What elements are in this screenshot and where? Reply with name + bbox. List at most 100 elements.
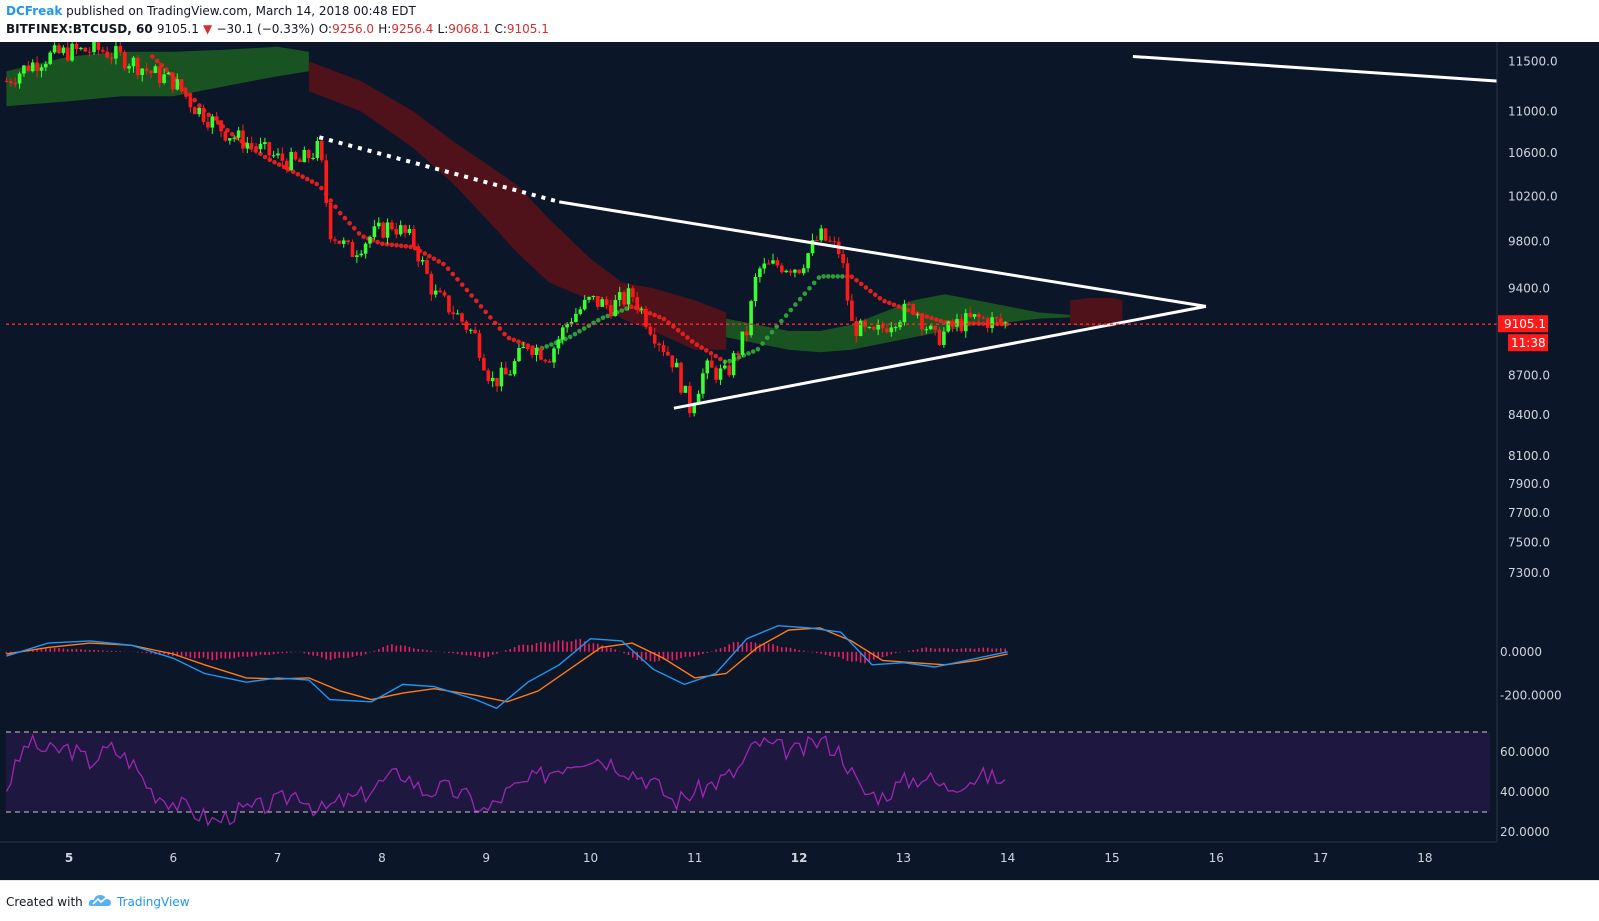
ema-dot	[849, 274, 855, 280]
candle	[105, 46, 109, 59]
ema-dot	[347, 220, 352, 226]
candle	[249, 136, 254, 153]
ema-dot	[680, 331, 686, 337]
candle	[587, 296, 591, 303]
ema-dot	[300, 174, 305, 179]
time-tick-label: 14	[1000, 851, 1015, 865]
published-text: published on TradingView.com, March 14, …	[66, 4, 416, 18]
candle	[806, 252, 810, 273]
ema-dot	[192, 97, 197, 103]
ema-dot	[868, 288, 873, 294]
candle	[17, 71, 22, 89]
candle	[626, 283, 631, 311]
candle	[753, 273, 758, 307]
candle	[4, 77, 9, 83]
trendlines[interactable]	[318, 55, 1499, 410]
rsi-line	[5, 733, 1006, 827]
candle	[547, 359, 552, 364]
ema-dot	[657, 314, 662, 320]
ema-dot	[924, 314, 930, 319]
ema-dot	[835, 274, 840, 279]
high-label: H:	[378, 22, 392, 36]
candle	[70, 42, 74, 63]
candle	[661, 340, 666, 357]
trendline-0[interactable]	[318, 135, 560, 204]
candle	[298, 157, 302, 163]
candle	[429, 271, 434, 301]
trendline-1[interactable]	[558, 200, 1207, 308]
ema-dot	[502, 331, 507, 337]
candle	[166, 71, 171, 75]
ema-dot	[262, 154, 268, 160]
candle	[933, 325, 937, 336]
candle	[525, 345, 530, 352]
ema-dot	[854, 278, 859, 283]
ema-dot	[474, 298, 479, 304]
ema-dot	[544, 344, 549, 349]
candle	[534, 344, 539, 362]
time-axis[interactable]: 5 6 7 8 9 10 11 12 13 14 15 16 17 18	[0, 841, 1497, 865]
candle	[153, 64, 158, 74]
price-axis[interactable]: 11500.0 11000.0 10600.0 10200.0 9800.0 9400.0…	[1496, 42, 1599, 880]
cloud-segment-2	[726, 294, 1071, 353]
price-tick-label: 10200.0	[1508, 189, 1558, 203]
ema-dot	[333, 204, 338, 210]
ema-dot	[441, 261, 446, 267]
candle	[477, 329, 482, 361]
ema-dot	[689, 339, 695, 344]
candle	[451, 305, 455, 320]
candle	[337, 240, 342, 245]
candle	[438, 287, 442, 293]
candle	[915, 312, 920, 319]
ema-dot	[788, 307, 794, 313]
candle	[412, 225, 416, 251]
candle	[981, 315, 986, 320]
low-label: L:	[437, 22, 449, 36]
ema-dot	[567, 334, 573, 340]
ema-dot	[309, 179, 315, 184]
ema-dot	[258, 151, 263, 157]
candle	[512, 358, 517, 377]
last-price-badge: 9105.1 11:38	[1498, 315, 1548, 352]
trendline-3[interactable]	[1132, 55, 1499, 83]
ema-dot	[713, 353, 718, 359]
candle	[521, 342, 526, 349]
candle	[184, 90, 188, 100]
candle	[403, 224, 407, 238]
candle	[341, 237, 346, 248]
price-tick-label: 11500.0	[1508, 54, 1558, 68]
candle	[889, 322, 894, 337]
high-value: 9256.4	[391, 22, 434, 36]
candle	[276, 148, 280, 159]
chart-canvas[interactable]: 11500.0 11000.0 10600.0 10200.0 9800.0 9400.0…	[0, 42, 1599, 880]
candle	[44, 61, 48, 72]
candle	[460, 312, 464, 325]
time-tick-label: 18	[1417, 851, 1432, 865]
ema-dot	[206, 112, 212, 118]
candlesticks	[4, 42, 1007, 418]
ema-dot	[750, 349, 756, 354]
ema-dot	[779, 318, 784, 324]
candle	[977, 311, 981, 324]
trendline-2[interactable]	[673, 304, 1207, 410]
candle	[350, 239, 355, 258]
tradingview-link[interactable]: TradingView	[117, 895, 190, 909]
candle	[907, 301, 911, 306]
candle	[928, 324, 933, 331]
ema-dot	[427, 253, 432, 259]
symbol-name[interactable]: BITFINEX:BTCUSD, 60	[6, 22, 153, 36]
ema-dot	[464, 287, 470, 293]
candle	[674, 358, 679, 368]
ema-dot	[718, 356, 723, 362]
ema-dot	[811, 280, 817, 286]
candle	[565, 322, 569, 333]
author-link[interactable]: DCFreak	[6, 4, 63, 18]
ema-dot	[197, 103, 202, 108]
change-arrow-icon: ▼	[203, 22, 213, 36]
ema-dot	[581, 326, 587, 331]
candle	[617, 286, 622, 307]
candle	[582, 295, 587, 311]
time-tick-label: 11	[687, 851, 702, 865]
ema-dot	[398, 243, 404, 249]
price-tick-label: 8700.0	[1508, 368, 1550, 382]
